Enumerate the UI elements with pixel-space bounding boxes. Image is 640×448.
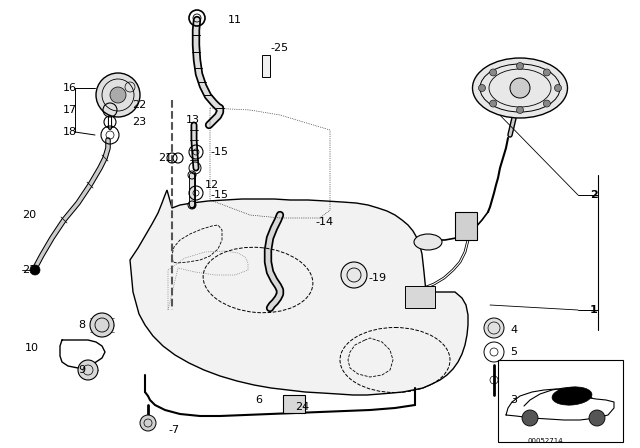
Circle shape xyxy=(510,78,530,98)
FancyBboxPatch shape xyxy=(498,360,623,442)
FancyBboxPatch shape xyxy=(262,55,270,77)
Text: -15: -15 xyxy=(210,147,228,157)
Circle shape xyxy=(516,107,524,113)
Circle shape xyxy=(90,313,114,337)
Text: 1: 1 xyxy=(590,305,598,315)
Text: 21: 21 xyxy=(158,153,172,163)
Text: -7: -7 xyxy=(168,425,179,435)
FancyBboxPatch shape xyxy=(455,212,477,240)
Text: -14: -14 xyxy=(315,217,333,227)
Circle shape xyxy=(554,85,561,91)
Circle shape xyxy=(78,360,98,380)
Circle shape xyxy=(543,69,550,76)
Text: 21: 21 xyxy=(22,265,36,275)
Text: 18: 18 xyxy=(63,127,77,137)
Circle shape xyxy=(484,318,504,338)
Text: 13: 13 xyxy=(186,115,200,125)
Polygon shape xyxy=(130,190,468,395)
Text: 12: 12 xyxy=(205,180,219,190)
Circle shape xyxy=(543,100,550,107)
Text: -15: -15 xyxy=(210,190,228,200)
Text: 16: 16 xyxy=(63,83,77,93)
Circle shape xyxy=(110,87,126,103)
Text: 22: 22 xyxy=(132,100,147,110)
Text: 23: 23 xyxy=(132,117,146,127)
Circle shape xyxy=(516,63,524,69)
Text: 6: 6 xyxy=(255,395,262,405)
Text: 4: 4 xyxy=(510,325,517,335)
Text: 8: 8 xyxy=(78,320,85,330)
Ellipse shape xyxy=(414,234,442,250)
Text: 17: 17 xyxy=(63,105,77,115)
Circle shape xyxy=(479,85,486,91)
Text: 2: 2 xyxy=(590,190,598,200)
Circle shape xyxy=(490,69,497,76)
Circle shape xyxy=(30,265,40,275)
Text: -19: -19 xyxy=(368,273,386,283)
Circle shape xyxy=(522,410,538,426)
Text: 00052714: 00052714 xyxy=(527,438,563,444)
Circle shape xyxy=(140,415,156,431)
Circle shape xyxy=(96,73,140,117)
Text: 11: 11 xyxy=(228,15,242,25)
Text: 3: 3 xyxy=(510,395,517,405)
FancyBboxPatch shape xyxy=(405,286,435,308)
Text: 9: 9 xyxy=(78,365,85,375)
Circle shape xyxy=(589,410,605,426)
Text: 20: 20 xyxy=(22,210,36,220)
Text: 24: 24 xyxy=(295,402,309,412)
Text: -25: -25 xyxy=(270,43,288,53)
FancyBboxPatch shape xyxy=(283,395,305,413)
Circle shape xyxy=(490,100,497,107)
Circle shape xyxy=(341,262,367,288)
Text: 10: 10 xyxy=(25,343,39,353)
Ellipse shape xyxy=(472,58,568,118)
Text: 5: 5 xyxy=(510,347,517,357)
Ellipse shape xyxy=(552,387,592,405)
